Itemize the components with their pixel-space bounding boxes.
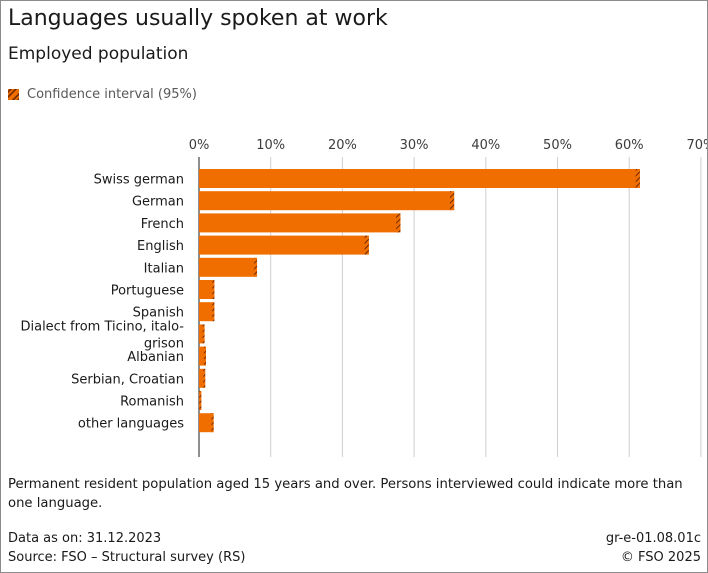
x-tick-label: 70% xyxy=(686,138,707,153)
category-label: Portuguese xyxy=(111,284,184,299)
category-label: French xyxy=(141,217,184,232)
category-label: English xyxy=(137,239,184,254)
bar xyxy=(199,324,204,344)
confidence-interval xyxy=(449,191,455,211)
confidence-interval xyxy=(364,235,369,255)
bar xyxy=(199,346,205,366)
x-tick-label: 10% xyxy=(256,138,285,153)
legend-label: Confidence interval (95%) xyxy=(27,87,197,102)
confidence-interval xyxy=(203,368,206,388)
bar xyxy=(199,169,638,188)
chart-code: gr-e-01.08.01c xyxy=(605,531,701,546)
bar xyxy=(199,413,213,433)
footnote: Permanent resident population aged 15 ye… xyxy=(8,477,683,511)
category-label: Dialect from Ticino, italo-grison xyxy=(20,319,184,351)
copyright: © FSO 2025 xyxy=(620,550,701,565)
hatch-icon xyxy=(8,89,19,100)
x-tick-label: 0% xyxy=(189,138,210,153)
legend: Confidence interval (95%) xyxy=(8,87,197,102)
label-layer: 0% 10% 20% 30% 40% 50% 60% 70% Swiss german Germa… xyxy=(20,138,707,432)
category-label: Italian xyxy=(144,261,184,276)
confidence-interval xyxy=(396,213,401,233)
bar xyxy=(199,235,367,255)
category-label: German xyxy=(132,195,184,210)
confidence-interval xyxy=(199,391,202,410)
bar xyxy=(199,280,214,299)
chart-title: Languages usually spoken at work xyxy=(8,6,388,31)
category-label: Spanish xyxy=(133,306,184,321)
confidence-interval xyxy=(635,169,640,188)
x-tick-label: 60% xyxy=(615,138,644,153)
bar xyxy=(199,368,205,388)
x-tick-label: 50% xyxy=(543,138,572,153)
category-label: Swiss german xyxy=(94,173,184,188)
data-source: Source: FSO – Structural survey (RS) xyxy=(8,550,246,565)
data-date: Data as on: 31.12.2023 xyxy=(8,531,162,546)
confidence-interval xyxy=(212,302,215,322)
bar-chart: 0% 10% 20% 30% 40% 50% 60% 70% Swiss german Germa… xyxy=(20,138,707,457)
category-label: Albanian xyxy=(127,350,184,365)
x-tick-label: 30% xyxy=(400,138,429,153)
bar xyxy=(199,257,256,277)
bar xyxy=(199,302,214,322)
confidence-interval xyxy=(204,346,207,366)
x-tick-label: 20% xyxy=(328,138,357,153)
bar-layer xyxy=(199,169,640,433)
category-label: other languages xyxy=(78,417,184,432)
bar xyxy=(199,191,453,211)
confidence-interval xyxy=(254,257,258,277)
x-tick-label: 40% xyxy=(471,138,500,153)
confidence-interval xyxy=(212,280,215,299)
chart-subtitle: Employed population xyxy=(8,44,189,64)
category-label: Serbian, Croatian xyxy=(71,372,184,387)
category-label: Romanish xyxy=(120,395,184,410)
confidence-interval xyxy=(211,413,214,433)
confidence-interval xyxy=(202,324,205,344)
bar xyxy=(199,213,399,233)
